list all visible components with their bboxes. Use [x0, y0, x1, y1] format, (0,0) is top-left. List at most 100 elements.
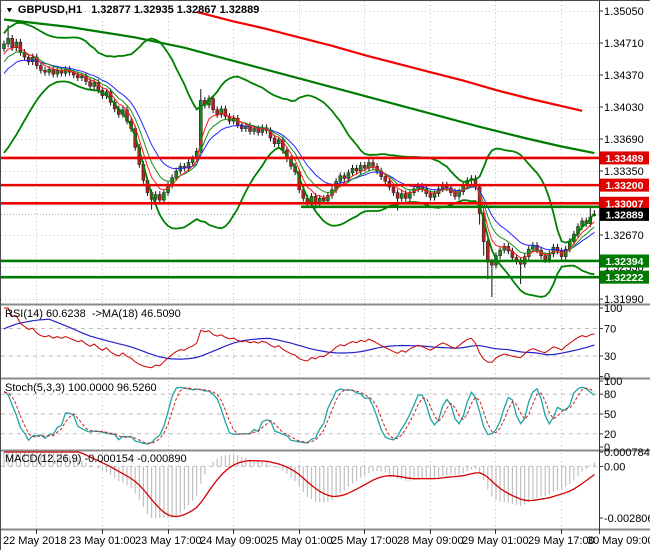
bull-candle	[92, 82, 96, 87]
time-axis-label: 29 May 01:00	[462, 535, 529, 547]
stoch-d-line	[3, 387, 595, 444]
bear-candle	[215, 109, 219, 115]
rsi-pane-label: RSI(14) 60.6238 ->MA(18) 46.5090	[5, 308, 181, 320]
bull-candle	[399, 193, 404, 199]
time-axis-label: 23 May 01:00	[69, 535, 136, 547]
time-axis-label: 25 May 01:00	[266, 535, 333, 547]
bear-candle	[10, 38, 14, 48]
bear-candle	[486, 241, 490, 263]
bull-candle	[498, 249, 502, 256]
level-badge-label: 1.33200	[606, 180, 644, 192]
bear-candle	[404, 193, 408, 199]
price-badge	[600, 196, 649, 210]
bull-candle	[30, 56, 35, 63]
bear-candle	[391, 186, 396, 193]
bull-candle	[551, 246, 556, 255]
bollinger-upper-band	[3, 21, 596, 244]
bear-candle	[354, 167, 359, 172]
rsi-axis-label: 0	[604, 372, 610, 384]
bear-candle	[125, 109, 129, 122]
time-axis-label: 24 May 09:00	[200, 535, 267, 547]
time-axis-label: 28 May 09:00	[397, 535, 464, 547]
bull-candle	[174, 170, 178, 178]
bear-candle	[272, 137, 277, 144]
price-badge	[600, 178, 649, 192]
stoch-pane-label: Stoch(5,3,3) 100.0000 96.5260	[5, 382, 157, 394]
current-price-badge-label: 1.32889	[606, 209, 644, 221]
ema-fast-line	[3, 45, 595, 259]
time-axis-label: 25 May 17:00	[331, 535, 398, 547]
stoch-axis-label: 50	[604, 409, 616, 421]
bull-candle	[326, 195, 330, 202]
chart-header: ▼ GBPUSD,H1 1.32877 1.32935 1.32867 1.3288…	[5, 4, 259, 16]
bull-candle	[6, 38, 10, 45]
bull-candle	[276, 139, 281, 144]
time-axis-label: 29 May 17:00	[528, 535, 595, 547]
price-axis-label: 1.35050	[604, 6, 644, 18]
bear-candle	[490, 262, 494, 266]
rsi-axis-label: 100	[604, 303, 622, 315]
price-badge	[600, 270, 649, 284]
ohlc-values: 1.32877 1.32935 1.32867 1.32889	[91, 4, 260, 16]
bollinger-lower-band	[3, 80, 595, 298]
bear-candle	[453, 192, 457, 197]
bull-candle	[190, 158, 195, 163]
trend-ma-green	[3, 18, 595, 155]
ema-mid-line	[3, 51, 595, 254]
bear-candle	[18, 41, 23, 53]
bear-candle	[342, 175, 347, 179]
time-axis-label: 30 May 09:00	[587, 535, 650, 547]
time-axis-label: 23 May 17:00	[135, 535, 202, 547]
bear-candle	[322, 198, 326, 202]
stoch-k-line	[3, 386, 595, 445]
macd-pane-label: MACD(12,26,9) -0.000154 -0.000890	[5, 453, 187, 465]
bear-candle	[22, 52, 27, 58]
bear-candle	[88, 81, 92, 87]
bull-candle	[47, 69, 51, 73]
bear-candle	[39, 65, 43, 71]
bear-candle	[395, 192, 400, 199]
symbol-timeframe-label: GBPUSD,H1	[17, 4, 83, 16]
level-badge-label: 1.32394	[606, 256, 644, 268]
rsi-ma-line	[3, 318, 595, 360]
bear-candle	[428, 193, 433, 198]
bear-candle	[240, 124, 244, 129]
level-badge-label: 1.33007	[606, 198, 644, 210]
bull-candle	[2, 43, 6, 49]
bull-candle	[219, 108, 224, 115]
macd-axis-label: -0.002806	[604, 513, 650, 525]
time-axis-label: 22 May 2018	[3, 535, 67, 547]
stoch-axis-label: 20	[604, 429, 616, 441]
bear-candle	[51, 69, 55, 75]
ema-slow-line	[3, 59, 595, 252]
bull-candle	[14, 41, 19, 48]
price-axis-label: 1.33350	[604, 166, 644, 178]
stoch-axis-label: 100	[604, 376, 622, 388]
macd-signal-line	[4, 451, 595, 518]
rsi-axis-label: 30	[604, 351, 616, 363]
bear-candle	[383, 176, 388, 182]
price-badge	[600, 207, 649, 221]
bear-candle	[363, 165, 367, 169]
price-axis-label: 1.32670	[604, 230, 644, 242]
bull-candle	[162, 192, 166, 201]
stoch-axis-label: 0	[604, 442, 610, 454]
level-badge-label: 1.33489	[606, 153, 644, 165]
price-axis-label: 1.31990	[604, 294, 644, 306]
price-axis-label: 1.34370	[604, 70, 644, 82]
macd-axis-label: 0.000784	[604, 447, 650, 459]
bull-candle	[338, 175, 342, 182]
price-axis-label: 1.34710	[604, 38, 644, 50]
price-axis-label: 1.34030	[604, 102, 644, 114]
price-axis-label: 1.33690	[604, 134, 644, 146]
level-badge-label: 1.32222	[606, 272, 644, 284]
collapse-arrow-icon[interactable]: ▼	[5, 5, 14, 15]
bull-candle	[55, 70, 60, 75]
bear-candle	[211, 98, 215, 111]
bear-candle	[223, 108, 228, 117]
bear-candle	[43, 70, 47, 73]
macd-axis-label: 0.00	[604, 461, 625, 473]
bull-candle	[346, 172, 351, 179]
